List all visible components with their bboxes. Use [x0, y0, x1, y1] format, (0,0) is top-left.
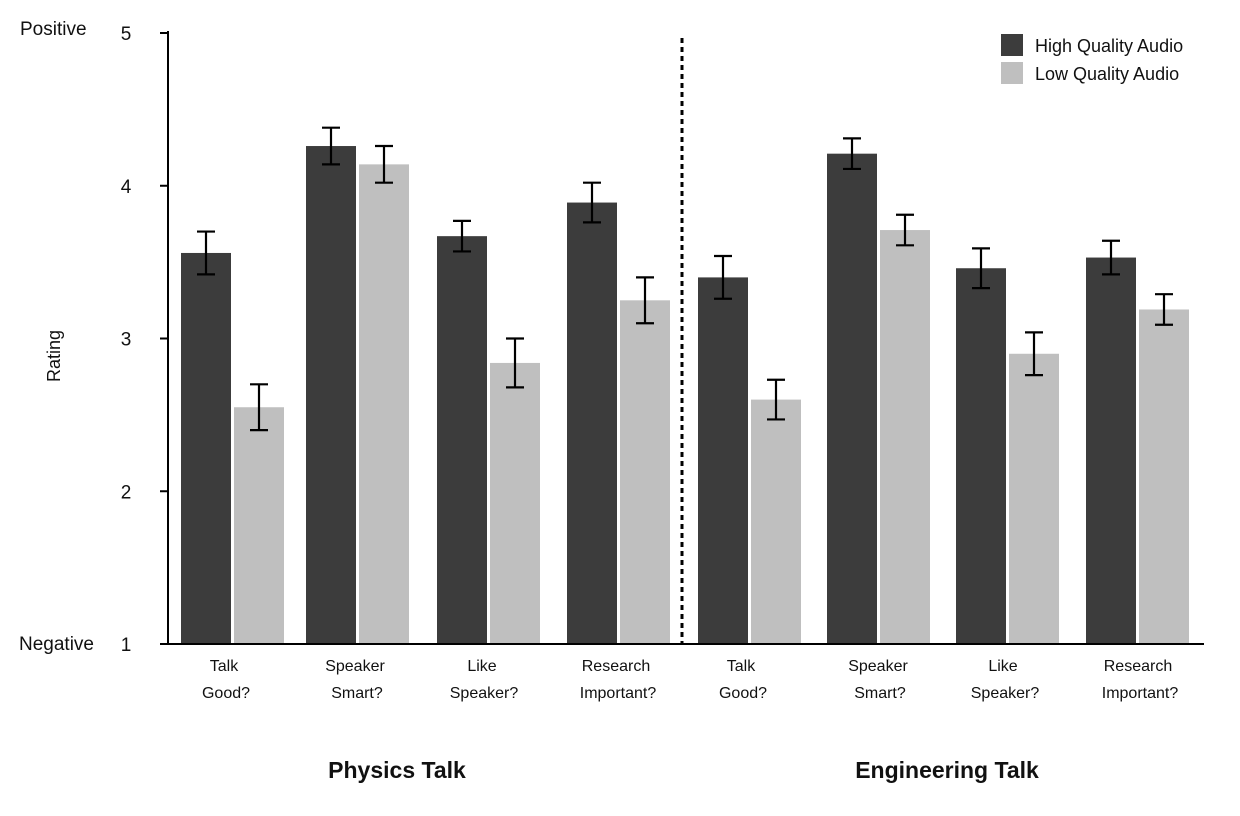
- bar-high-7: [1086, 257, 1136, 644]
- labels: 1 2 3 4 5 Positive Negative Rating Talk Good? Spea…: [19, 19, 1178, 783]
- y-anchor-positive: Positive: [20, 19, 87, 40]
- bar-high-0: [181, 252, 231, 644]
- y-axis-label: Rating: [44, 330, 64, 382]
- y-tick-label: 1: [121, 635, 132, 656]
- bar-high-3: [567, 202, 617, 645]
- category-label-line2: Good?: [719, 685, 767, 702]
- bar-low-2: [490, 362, 540, 644]
- category-label-line1: Like: [988, 658, 1017, 675]
- group-title: Physics Talk: [328, 757, 466, 783]
- plot-area: [181, 126, 1189, 645]
- bar-low-7: [1139, 309, 1189, 644]
- bar-low-4: [751, 399, 801, 644]
- bar-low-3: [620, 300, 670, 644]
- y-tick-label: 3: [121, 330, 132, 351]
- category-label-line2: Important?: [1102, 685, 1179, 702]
- bar-high-1: [306, 146, 356, 644]
- legend-swatch: [1001, 62, 1023, 84]
- category-label-line2: Good?: [202, 685, 250, 702]
- bar-low-0: [234, 407, 284, 644]
- bar-high-2: [437, 236, 487, 644]
- bar-low-1: [359, 164, 409, 645]
- category-label-line1: Talk: [210, 658, 239, 675]
- y-tick-label: 5: [121, 24, 132, 45]
- bar-high-5: [827, 153, 877, 645]
- bar-high-6: [956, 268, 1006, 644]
- category-label-line1: Talk: [727, 658, 756, 675]
- category-label-line1: Research: [582, 658, 650, 675]
- category-label-line1: Speaker: [325, 658, 385, 675]
- y-anchor-negative: Negative: [19, 634, 94, 655]
- category-label-line2: Smart?: [331, 685, 383, 702]
- category-label-line2: Smart?: [854, 685, 906, 702]
- category-label-line1: Like: [467, 658, 496, 675]
- bar-high-4: [698, 277, 748, 644]
- legend-label: High Quality Audio: [1035, 36, 1183, 56]
- bar-low-5: [880, 230, 930, 645]
- y-tick-label: 2: [121, 482, 132, 503]
- axes: [160, 31, 1204, 645]
- legend-label: Low Quality Audio: [1035, 64, 1179, 84]
- category-label-line2: Speaker?: [971, 685, 1040, 702]
- legend: High Quality Audio Low Quality Audio: [1001, 34, 1183, 84]
- category-label-line1: Speaker: [848, 658, 908, 675]
- category-label-line1: Research: [1104, 658, 1172, 675]
- legend-swatch: [1001, 34, 1023, 56]
- category-label-line2: Speaker?: [450, 685, 519, 702]
- category-label-line2: Important?: [580, 685, 657, 702]
- y-tick-label: 4: [121, 177, 132, 198]
- group-title: Engineering Talk: [855, 757, 1039, 783]
- bar-low-6: [1009, 353, 1059, 644]
